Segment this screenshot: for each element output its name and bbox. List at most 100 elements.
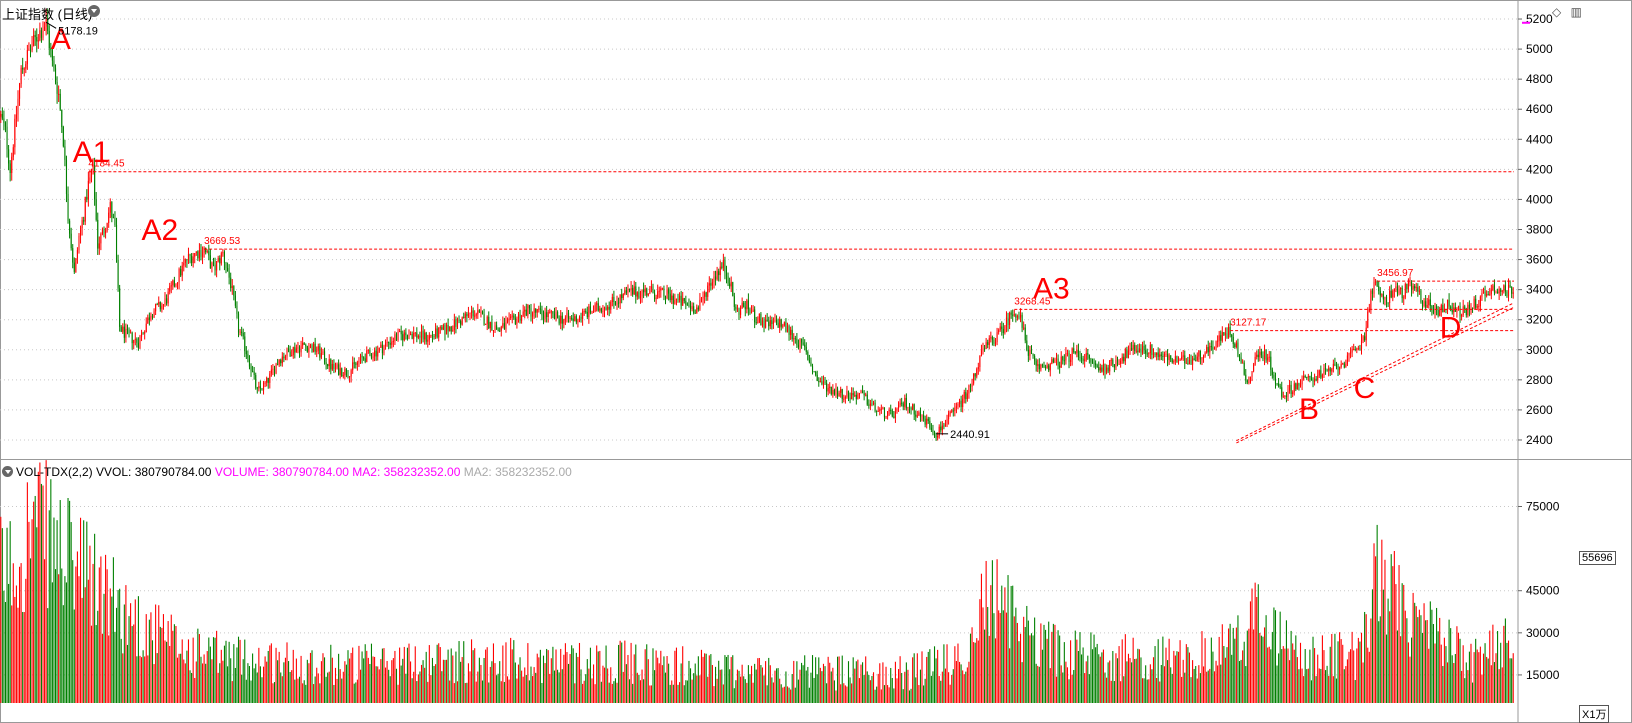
- volume-bar: [699, 675, 701, 703]
- volume-bar: [532, 676, 534, 703]
- candle-body: [566, 312, 568, 318]
- candle-body: [1332, 363, 1334, 369]
- panel-toggle-icon[interactable]: ▥: [1570, 5, 1582, 19]
- volume-bar: [757, 658, 759, 703]
- candle-body: [450, 326, 452, 332]
- volume-bar: [1292, 643, 1294, 703]
- volume-bar: [314, 676, 316, 703]
- candle-body: [1359, 348, 1361, 350]
- candle-body: [1034, 355, 1036, 361]
- title-dropdown-icon[interactable]: [88, 5, 100, 17]
- volume-bar: [574, 683, 576, 703]
- volume-bar: [167, 621, 169, 703]
- volume-bar: [721, 669, 723, 703]
- candle-body: [613, 296, 615, 302]
- candle-body: [672, 295, 674, 304]
- volume-bar: [1443, 637, 1445, 703]
- candle-body: [973, 373, 975, 384]
- candle-body: [302, 342, 304, 346]
- candle-body: [1479, 296, 1481, 307]
- candle-body: [990, 337, 992, 339]
- volume-bar: [1232, 627, 1234, 703]
- candle-body: [846, 391, 848, 397]
- candle-body: [1298, 383, 1300, 386]
- vvol-value: 380790784.00: [134, 465, 212, 479]
- candle-body: [1156, 352, 1158, 356]
- candle-body: [560, 315, 562, 324]
- volume-bar: [968, 661, 970, 703]
- candle-body: [266, 377, 268, 383]
- candle-body: [744, 306, 746, 310]
- candle-body: [591, 311, 593, 313]
- candle-body: [852, 393, 854, 396]
- volume-bar: [180, 653, 182, 703]
- volume-bar: [1503, 625, 1505, 703]
- volume-bar: [305, 684, 307, 703]
- volume-dropdown-icon[interactable]: [2, 466, 13, 477]
- volume-bar: [29, 558, 32, 703]
- volume-bar: [275, 647, 277, 703]
- volume-bar: [1212, 651, 1214, 703]
- volume-bar: [355, 682, 357, 703]
- volume-bar: [779, 678, 781, 703]
- candle-body: [1310, 377, 1313, 381]
- volume-bar: [987, 606, 989, 703]
- max-price-label: 5178.19: [58, 25, 98, 37]
- candle-body: [1109, 360, 1111, 372]
- volume-bar: [686, 680, 688, 703]
- volume-bar: [1354, 680, 1356, 703]
- candle-body: [987, 342, 989, 345]
- volume-bar: [205, 663, 207, 703]
- volume-bar: [851, 683, 853, 703]
- volume-bar: [47, 608, 49, 703]
- volume-bar: [467, 663, 469, 703]
- candle-body: [1278, 383, 1280, 387]
- candle-body: [1030, 349, 1033, 354]
- candle-body: [471, 310, 473, 313]
- volume-bar: [923, 685, 925, 703]
- volume-bar: [1421, 632, 1424, 703]
- volume-bar: [453, 683, 455, 703]
- volume-bar: [420, 664, 423, 703]
- volume-bar: [369, 663, 371, 703]
- volume-header: VOL-TDX(2,2) VVOL: 380790784.00 VOLUME: …: [2, 465, 572, 479]
- volume-bar: [1190, 677, 1192, 703]
- volume-bar: [203, 654, 205, 703]
- candle-body: [1170, 355, 1172, 360]
- candle-body: [1257, 354, 1259, 358]
- candle-body: [494, 325, 496, 331]
- candle-body: [170, 285, 172, 287]
- candle-body: [821, 381, 823, 385]
- volume-bar: [1481, 674, 1483, 703]
- volume-bar: [797, 679, 799, 703]
- volume-bar: [1450, 628, 1452, 703]
- candle-body: [674, 300, 676, 304]
- volume-bar: [15, 585, 17, 703]
- candle-body: [883, 407, 886, 418]
- volume-bar: [1223, 646, 1225, 703]
- volume-bar: [971, 627, 973, 703]
- volume-bar: [862, 662, 864, 703]
- volume-bar: [1382, 589, 1384, 703]
- candle-body: [725, 272, 728, 277]
- candle-body: [1340, 363, 1342, 367]
- candle-body: [980, 350, 982, 356]
- candle-body: [710, 283, 712, 286]
- candle-body: [201, 252, 204, 257]
- candle-body: [338, 364, 340, 375]
- candle-body: [1295, 383, 1297, 390]
- volume-bar: [1467, 670, 1469, 703]
- chart-title: 上证指数 (日线): [2, 7, 93, 22]
- candle-body: [1464, 306, 1466, 310]
- candle-body: [1096, 365, 1098, 368]
- candle-body: [1500, 289, 1502, 292]
- candle-body: [378, 347, 380, 352]
- candle-body: [904, 397, 906, 407]
- diamond-icon[interactable]: ◇: [1552, 5, 1562, 19]
- volume-label: VOLUME:: [214, 465, 269, 479]
- volume-bar: [1328, 675, 1330, 703]
- volume-bar: [58, 574, 60, 703]
- candle-body: [752, 309, 754, 312]
- candle-body: [359, 355, 362, 362]
- volume-bar: [101, 633, 103, 703]
